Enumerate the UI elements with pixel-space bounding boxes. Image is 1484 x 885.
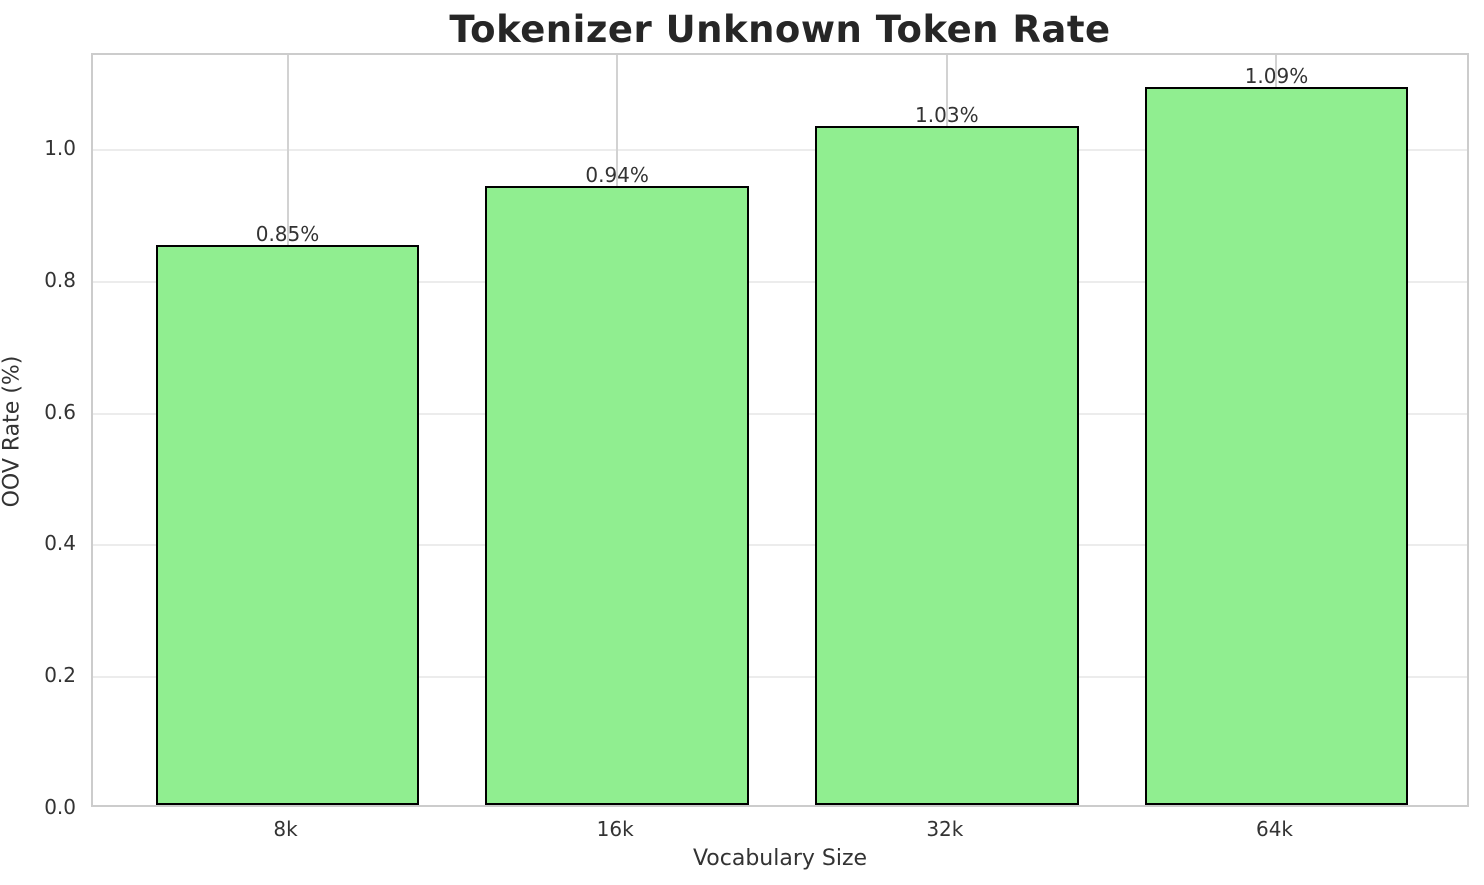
y-axis-label: OOV Rate (%) bbox=[0, 355, 25, 508]
bar-value-label: 0.94% bbox=[585, 162, 649, 187]
y-tick-label: 0.2 bbox=[44, 663, 76, 688]
bar-value-label: 0.85% bbox=[255, 222, 320, 247]
y-tick-label: 0.4 bbox=[44, 531, 76, 556]
y-tick-label: 0.0 bbox=[44, 795, 76, 819]
x-tick-label: 64k bbox=[1255, 817, 1293, 841]
y-tick-label: 0.8 bbox=[44, 267, 76, 292]
plot-area: 0.85% 0.94% 1.03% 1.09% bbox=[91, 53, 1469, 807]
y-gridline bbox=[93, 412, 1467, 415]
x-axis-label: Vocabulary Size bbox=[692, 846, 868, 871]
x-tick-label: 32k bbox=[926, 817, 964, 841]
bar bbox=[485, 185, 750, 805]
y-gridline bbox=[93, 149, 1467, 152]
y-gridline bbox=[93, 676, 1467, 679]
x-tick-label: 8k bbox=[273, 817, 298, 841]
bar bbox=[1144, 86, 1409, 805]
chart-title: Tokenizer Unknown Token Rate bbox=[449, 8, 1111, 51]
y-tick-label: 0.6 bbox=[44, 399, 76, 424]
bar bbox=[814, 126, 1079, 805]
y-tick-label: 1.0 bbox=[44, 136, 76, 161]
y-gridline bbox=[93, 280, 1467, 283]
bar-value-label: 1.09% bbox=[1244, 63, 1309, 88]
x-tick-label: 16k bbox=[596, 817, 634, 841]
bar bbox=[155, 245, 420, 805]
bar-value-label: 1.03% bbox=[915, 103, 979, 128]
y-gridline bbox=[93, 544, 1467, 547]
